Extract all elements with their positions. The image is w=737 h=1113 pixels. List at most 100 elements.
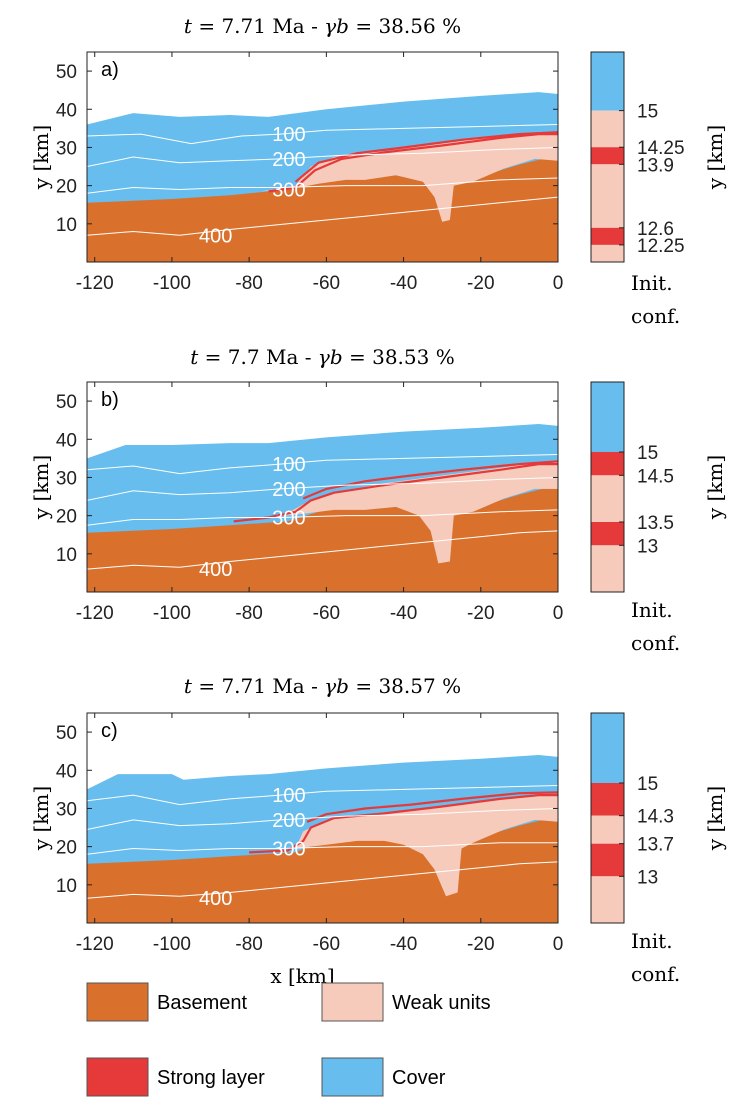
y-tick-label: 30 [56, 799, 77, 820]
y-tick-label: 20 [56, 177, 77, 198]
isotherm-400 [87, 861, 558, 899]
strong-layer-2 [306, 791, 558, 823]
title-gamma-prefix: γb = [324, 674, 378, 698]
init-conf-frame [590, 381, 625, 593]
basement-unit [87, 488, 558, 592]
x-tick-label: -80 [235, 934, 262, 955]
y-tick-label: 40 [56, 430, 77, 451]
x-tick-label: 0 [553, 934, 564, 955]
isotherm-label-100: 100 [272, 454, 305, 476]
init-y-axis-label: y [km] [703, 786, 727, 851]
isotherm-100 [87, 785, 558, 806]
x-tick-label: -100 [153, 273, 191, 294]
strong-layer-2 [294, 131, 558, 183]
y-axis-label: y [km] [29, 786, 53, 851]
plot-area: 100 200 300 400 [87, 755, 558, 923]
x-tick-label: -20 [467, 934, 494, 955]
x-tick-label: -100 [153, 934, 191, 955]
x-tick-label: -60 [313, 603, 340, 624]
init-layer-strong [591, 452, 624, 476]
init-layer-strong [591, 522, 624, 546]
x-tick-label: 0 [553, 273, 564, 294]
init-layer-cover [591, 52, 624, 111]
panel-label: c) [101, 720, 118, 742]
panel-c: t = 7.71 Ma - γb = 38.57 %100200300400-1… [29, 674, 727, 988]
title-time: 7.71 Ma [221, 14, 304, 38]
legend-swatch-basement [86, 982, 149, 1022]
plot-area: 100 200 300 400 [87, 92, 558, 262]
x-tick-label: -40 [390, 934, 417, 955]
y-tick-label: 40 [56, 100, 77, 121]
init-tick-label: 13 [637, 867, 658, 888]
plot-frame [86, 51, 559, 263]
legend-label-basement: Basement [157, 992, 247, 1014]
init-tick-label: 12.6 [637, 219, 674, 240]
x-tick-label: -120 [76, 603, 114, 624]
x-tick-label: -40 [390, 603, 417, 624]
title-separator: - [305, 674, 324, 698]
init-tick-label: 14.5 [637, 466, 674, 487]
init-y-axis-label: y [km] [703, 125, 727, 190]
init-layer-strong [591, 843, 624, 877]
init-layer-weak [591, 164, 624, 228]
isotherm-300 [87, 842, 558, 855]
y-tick-label: 20 [56, 838, 77, 859]
x-tick-label: -60 [313, 934, 340, 955]
title-time-prefix: t = [184, 674, 222, 698]
init-tick-label: 14.3 [637, 807, 674, 828]
init-layer-weak [591, 475, 624, 522]
isotherm-label-400: 400 [199, 225, 232, 247]
isotherm-label-200: 200 [272, 810, 305, 832]
title-gamma-prefix: γb = [324, 14, 378, 38]
x-tick-label: -20 [467, 603, 494, 624]
init-tick-label: 15 [637, 774, 658, 795]
y-tick-label: 10 [56, 876, 77, 897]
title-separator: - [305, 14, 324, 38]
strong-layer-2 [302, 460, 558, 500]
title-time: 7.71 Ma [221, 674, 304, 698]
isotherm-400 [87, 196, 558, 236]
x-tick-label: -120 [76, 273, 114, 294]
title-gamma-prefix: γb = [318, 345, 372, 369]
legend-label-cover: Cover [392, 1067, 446, 1089]
isotherm-label-100: 100 [272, 785, 305, 807]
isotherm-label-100: 100 [272, 124, 305, 146]
title-time-prefix: t = [184, 14, 222, 38]
panel-label: a) [101, 59, 119, 81]
init-conf-caption-1: Init. [631, 271, 673, 295]
init-layer-weak [591, 876, 624, 923]
legend-swatch-strong [86, 1057, 149, 1097]
init-tick-label: 13.9 [637, 155, 674, 176]
legend-swatch-cover [321, 1057, 384, 1097]
isotherm-300 [87, 177, 558, 194]
y-tick-label: 50 [56, 62, 77, 83]
x-tick-label: 0 [553, 603, 564, 624]
strong-layer-1 [268, 133, 558, 193]
y-tick-label: 30 [56, 138, 77, 159]
isotherm-label-300: 300 [272, 839, 305, 861]
init-layer-cover [591, 713, 624, 783]
init-tick-label: 13.7 [637, 835, 674, 856]
y-tick-label: 10 [56, 545, 77, 566]
isotherm-300 [87, 509, 558, 526]
init-layer-weak [591, 110, 624, 148]
x-tick-label: -20 [467, 273, 494, 294]
init-tick-label: 15 [637, 102, 658, 123]
panel-a: t = 7.71 Ma - γb = 38.56 %100200300400-1… [29, 14, 727, 328]
plot-frame [86, 712, 559, 924]
y-tick-label: 20 [56, 507, 77, 528]
panel-label: b) [101, 389, 119, 411]
title-time: 7.7 Ma [228, 345, 299, 369]
isotherm-label-400: 400 [199, 888, 232, 910]
isotherm-label-300: 300 [272, 508, 305, 530]
legend-swatch-weak [321, 982, 384, 1022]
isotherm-200 [87, 808, 558, 830]
init-y-axis-label: y [km] [703, 455, 727, 520]
title-separator: - [298, 345, 317, 369]
init-tick-label: 13.5 [637, 513, 674, 534]
init-conf-column: 15 14.3 13.7 13 y [km] Init. conf. [590, 712, 727, 986]
panel-b: t = 7.7 Ma - γb = 38.53 %100200300400-12… [29, 345, 727, 655]
plot-frame [86, 381, 559, 593]
